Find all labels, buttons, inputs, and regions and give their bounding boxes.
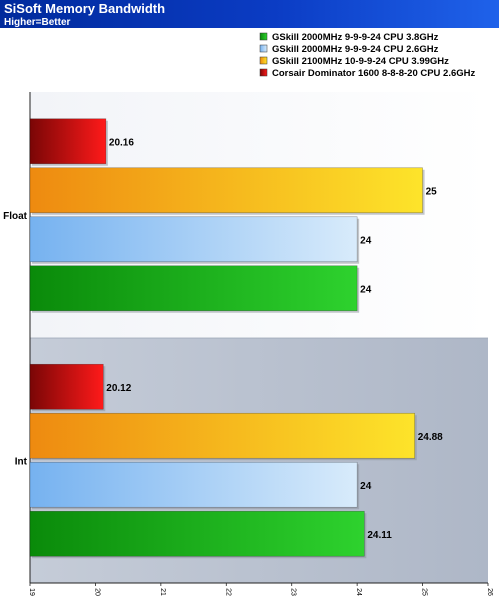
legend-swatch-2 xyxy=(259,56,268,65)
legend-swatch-0 xyxy=(259,32,268,41)
legend: GSkill 2000MHz 9-9-9-24 CPU 3.8GHzGSkill… xyxy=(259,32,476,79)
x-tick-label-23: 23 xyxy=(290,588,297,596)
x-tick-label-26: 26 xyxy=(486,588,493,596)
x-tick-label-25: 25 xyxy=(421,588,428,596)
bars-layer: 20.16 25 24 24 20.12 24.88 24 24.11 xyxy=(29,118,443,559)
category-labels: Float Int xyxy=(3,211,28,468)
legend-label-0: GSkill 2000MHz 9-9-9-24 CPU 3.8GHz xyxy=(272,32,439,43)
legend-swatch-1 xyxy=(259,44,268,53)
bar-float-series-1 xyxy=(29,216,358,263)
bar-float-series-2 xyxy=(29,167,423,214)
x-tick-label-19: 19 xyxy=(28,588,35,596)
bar-int-series-2 xyxy=(29,412,416,459)
value-label-float-series-2: 25 xyxy=(426,186,438,197)
x-tick-label-24: 24 xyxy=(355,588,362,596)
legend-label-1: GSkill 2000MHz 9-9-9-24 CPU 2.6GHz xyxy=(272,44,439,55)
value-label-int-series-2: 24.88 xyxy=(418,432,443,443)
value-label-int-series-0: 24.11 xyxy=(367,530,392,541)
bar-float-series-3 xyxy=(29,118,107,165)
x-tick-label-22: 22 xyxy=(224,588,231,596)
bar-int-series-0 xyxy=(29,510,365,557)
legend-swatch-3 xyxy=(259,68,268,77)
header-bar xyxy=(0,0,499,28)
bar-float-series-0 xyxy=(29,265,358,312)
legend-label-2: GSkill 2100MHz 10-9-9-24 CPU 3.99GHz xyxy=(272,56,449,67)
value-label-float-series-3: 20.16 xyxy=(109,137,134,148)
value-label-float-series-0: 24 xyxy=(360,284,372,295)
bar-int-series-1 xyxy=(29,461,358,508)
value-label-int-series-3: 20.12 xyxy=(106,383,131,394)
x-tick-label-20: 20 xyxy=(93,588,100,596)
value-label-float-series-1: 24 xyxy=(360,235,372,246)
chart-title: SiSoft Memory Bandwidth xyxy=(4,1,165,16)
category-label-int: Int xyxy=(15,456,28,467)
chart-subtitle: Higher=Better xyxy=(4,17,71,28)
x-tick-label-21: 21 xyxy=(159,588,166,596)
category-label-float: Float xyxy=(3,211,28,222)
legend-label-3: Corsair Dominator 1600 8-8-8-20 CPU 2.6G… xyxy=(272,68,476,79)
bar-int-series-3 xyxy=(29,363,104,410)
value-label-int-series-1: 24 xyxy=(360,481,372,492)
ticks-layer: 19 20 21 22 23 24 25 26 xyxy=(28,583,493,596)
